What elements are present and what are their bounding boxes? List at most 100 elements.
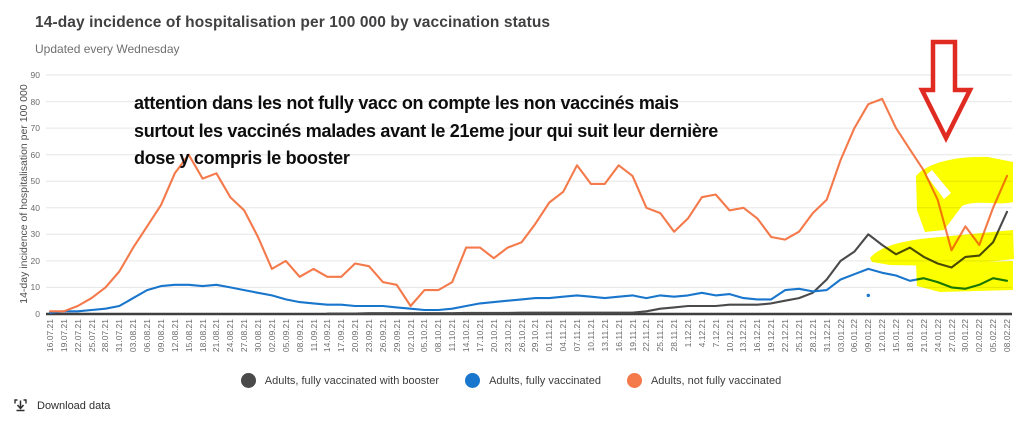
x-tick-label: 23.10.21 [502, 319, 513, 353]
x-tick-label: 08.10.21 [433, 319, 444, 353]
x-tick-label: 1.12.21 [683, 319, 693, 348]
x-tick-label: 17.10.21 [474, 319, 485, 353]
x-tick-label: 06.08.21 [142, 319, 153, 353]
x-tick-label: 4.12.21 [696, 319, 707, 348]
x-tick-label: 30.08.21 [253, 319, 264, 353]
series-line [48, 97, 1009, 313]
x-tick-label: 13.12.21 [738, 319, 749, 353]
y-tick-label: 80 [30, 96, 40, 107]
x-tick-label: 21.08.21 [211, 319, 222, 353]
x-tick-label: 25.07.21 [86, 319, 97, 353]
annotation-line: attention dans les not fully vacc on com… [134, 93, 679, 113]
legend-item-fully-vaccinated: Adults, fully vaccinated [465, 373, 601, 388]
x-tick-label: 02.10.21 [405, 319, 416, 353]
legend-item-not-fully-vaccinated: Adults, not fully vaccinated [626, 373, 782, 388]
x-tick-label: 19.11.21 [627, 319, 638, 352]
x-tick-label: 10.12.21 [724, 319, 735, 353]
x-tick-label: 26.10.21 [516, 319, 527, 353]
x-tick-label: 27.08.21 [239, 319, 250, 353]
y-axis-title: 14-day incidence of hospitalisation per … [18, 84, 30, 304]
x-tick-label: 21.01.22 [918, 319, 929, 353]
x-tick-label: 04.11.21 [558, 319, 569, 352]
x-tick-label: 01.11.21 [544, 319, 555, 352]
x-tick-label: 20.10.21 [488, 319, 499, 353]
x-tick-label: 16.07.21 [45, 319, 55, 353]
download-data-button[interactable]: Download data [14, 399, 110, 412]
x-tick-label: 18.08.21 [197, 319, 208, 353]
x-tick-label: 22.07.21 [72, 319, 83, 353]
x-tick-label: 11.10.21 [447, 319, 458, 352]
x-tick-label: 31.07.21 [114, 319, 125, 353]
page-title: 14-day incidence of hospitalisation per … [35, 14, 551, 31]
annotation-text: attention dans les not fully vacc on com… [134, 90, 718, 173]
x-tick-label: 12.08.21 [169, 319, 180, 353]
legend-label: Adults, fully vaccinated with booster [264, 374, 440, 387]
x-tick-label: 15.01.22 [891, 319, 902, 353]
y-tick-label: 50 [30, 176, 40, 187]
annotation-line: dose y compris le booster [134, 148, 350, 168]
legend-label: Adults, fully vaccinated [489, 374, 601, 387]
x-tick-label: 29.10.21 [530, 319, 541, 353]
x-tick-label: 03.01.22 [835, 319, 846, 353]
x-tick-label: 05.02.22 [988, 319, 999, 353]
x-tick-label: 28.07.21 [100, 319, 111, 353]
x-tick-label: 06.01.22 [849, 319, 860, 353]
x-tick-label: 25.12.21 [793, 319, 804, 353]
stray-data-point [866, 293, 870, 298]
x-tick-label: 28.11.21 [669, 319, 680, 352]
x-tick-label: 16.12.21 [752, 319, 763, 353]
annotation-line: surtout les vaccinés malades avant le 21… [134, 120, 718, 141]
legend-dot-fully-vaccinated [465, 373, 481, 388]
x-tick-label: 14.09.21 [322, 319, 333, 353]
y-tick-label: 40 [30, 202, 40, 213]
x-tick-label: 09.01.22 [863, 319, 874, 353]
x-tick-label: 25.11.21 [655, 319, 666, 352]
y-tick-label: 0 [35, 309, 40, 319]
x-tick-label: 24.08.21 [225, 319, 236, 353]
x-tick-label: 02.09.21 [266, 319, 277, 353]
x-tick-label: 08.09.21 [294, 319, 305, 353]
x-tick-label: 19.12.21 [766, 319, 777, 353]
x-tick-label: 30.01.22 [960, 319, 971, 353]
x-tick-label: 14.10.21 [461, 319, 472, 353]
x-tick-label: 28.12.21 [807, 319, 818, 353]
x-tick-label: 08.02.22 [1002, 319, 1012, 353]
x-tick-label: 19.07.21 [58, 319, 69, 353]
x-tick-label: 29.09.21 [391, 319, 402, 353]
y-tick-label: 70 [30, 123, 40, 134]
x-tick-label: 27.01.22 [946, 319, 957, 353]
x-tick-label: 11.09.21 [308, 319, 319, 352]
x-tick-label: 23.09.21 [364, 319, 374, 353]
x-tick-label: 16.11.21 [613, 319, 624, 352]
x-tick-label: 20.09.21 [350, 319, 361, 353]
series-line [326, 210, 1009, 315]
y-tick-label: 60 [30, 149, 40, 160]
x-tick-label: 22.12.21 [780, 319, 791, 353]
y-tick-label: 20 [30, 255, 40, 266]
y-tick-label: 90 [30, 70, 40, 80]
legend-item-booster: Adults, fully vaccinated with booster [240, 373, 440, 388]
x-tick-label: 02.02.22 [974, 319, 985, 353]
page-subtitle: Updated every Wednesday [35, 42, 180, 56]
x-tick-label: 03.08.21 [128, 319, 139, 353]
y-tick-label: 10 [30, 282, 40, 293]
legend-label: Adults, not fully vaccinated [650, 374, 782, 387]
legend-dot-booster [240, 373, 256, 388]
x-tick-label: 13.11.21 [599, 319, 610, 352]
legend-dot-not-fully-vaccinated [626, 373, 642, 388]
x-tick-label: 7.12.21 [710, 319, 721, 348]
x-tick-label: 18.01.22 [904, 319, 915, 353]
x-tick-label: 09.08.21 [155, 319, 166, 353]
x-tick-label: 17.09.21 [336, 319, 347, 353]
line-chart [46, 74, 1012, 316]
x-tick-label: 26.09.21 [377, 319, 388, 353]
x-tick-label: 10.11.21 [585, 319, 596, 352]
x-tick-label: 31.12.21 [821, 319, 832, 353]
download-label: Download data [37, 399, 111, 412]
x-tick-label: 07.11.21 [572, 319, 583, 352]
x-tick-label: 05.10.21 [419, 319, 430, 353]
chart-plot-area [46, 74, 1012, 316]
x-tick-label: 05.09.21 [280, 319, 291, 353]
series-line [48, 267, 1009, 314]
